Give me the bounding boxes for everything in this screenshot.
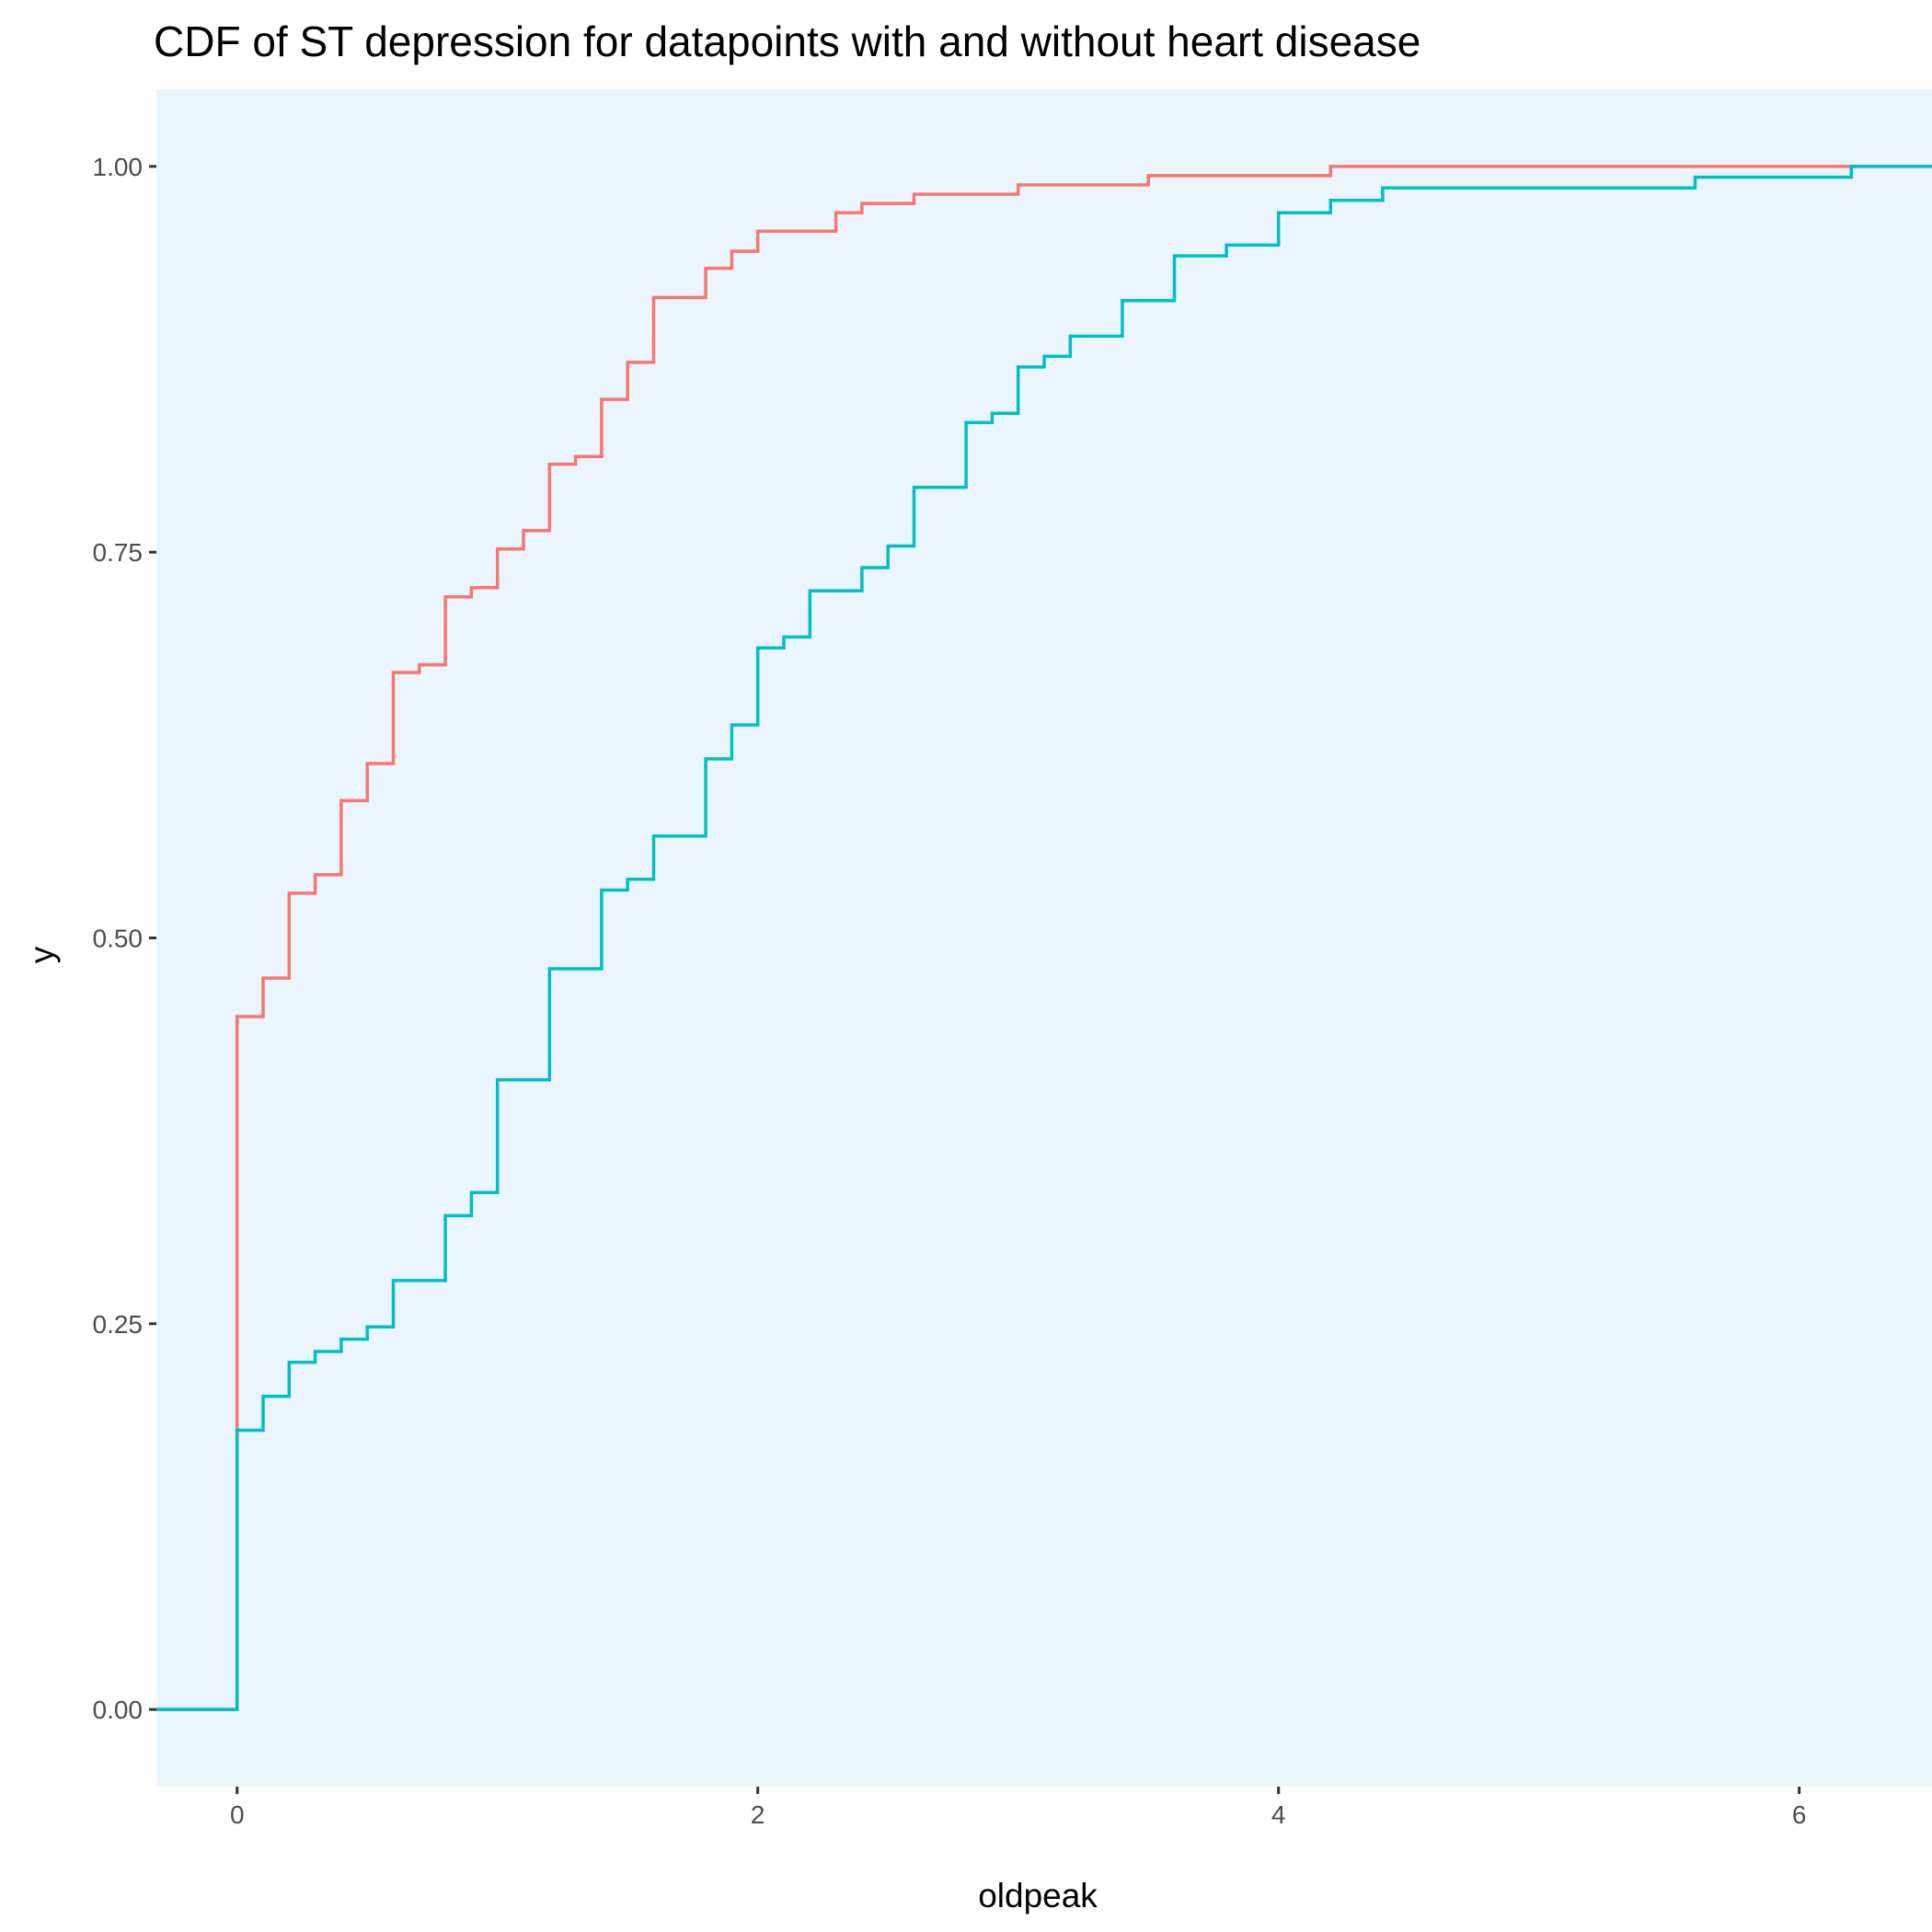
x-tick-label: 6: [1792, 1800, 1807, 1829]
y-axis: 0.00 0.25 0.50 0.75 1.00: [93, 153, 156, 1724]
x-tick-label: 4: [1271, 1800, 1286, 1829]
y-tick-label: 1.00: [93, 153, 144, 181]
y-tick-label: 0.75: [93, 538, 144, 567]
y-tick-label: 0.25: [93, 1310, 144, 1339]
y-tick-label: 0.00: [93, 1696, 144, 1724]
series-layer: [156, 165, 1932, 1711]
y-tick-label: 0.50: [93, 925, 144, 953]
y-axis-title: y: [23, 946, 61, 963]
x-tick-label: 0: [230, 1800, 245, 1829]
x-tick-label: 2: [751, 1800, 765, 1829]
chart-title: CDF of ST depression for datapoints with…: [154, 17, 1420, 65]
x-axis: 0 2 4 6: [230, 1787, 1807, 1829]
series-line-1: [156, 165, 1932, 1711]
series-line-2: [156, 165, 1932, 1711]
x-axis-title: oldpeak: [978, 1877, 1098, 1915]
plot-panel: [156, 89, 1932, 1787]
